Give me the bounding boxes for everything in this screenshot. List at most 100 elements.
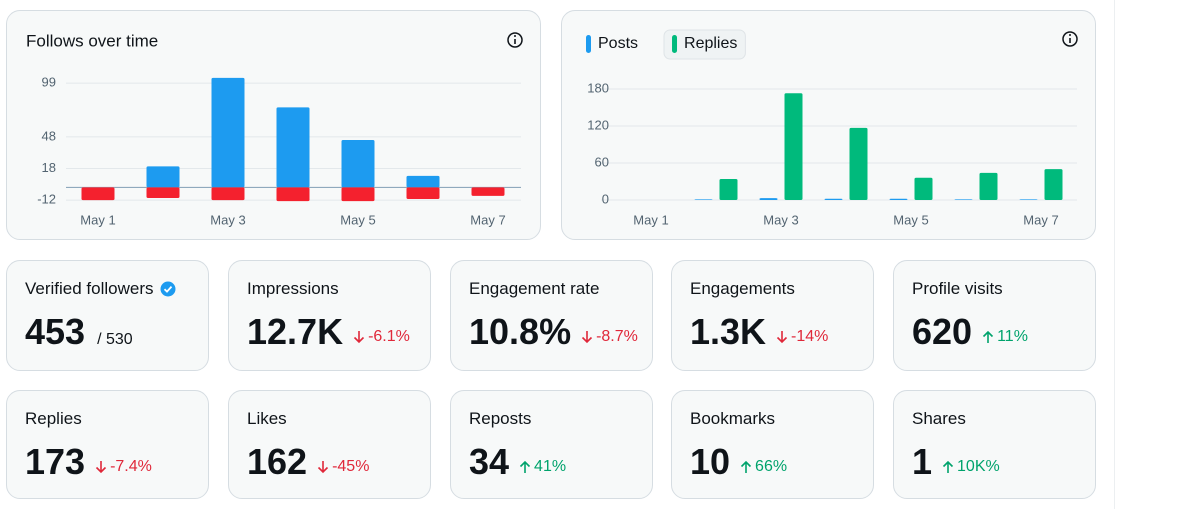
bar xyxy=(1044,169,1063,200)
stat-label-row: Impressions xyxy=(247,279,339,299)
trend-arrow xyxy=(354,331,365,344)
stat-change: 41% xyxy=(519,458,566,476)
arrow xyxy=(740,460,752,473)
legend-swatch xyxy=(672,35,678,53)
stat-change-text: -7.4% xyxy=(110,458,152,475)
stat-change: -7.4% xyxy=(95,458,152,476)
stat-row: 10.8% -8.7% xyxy=(469,311,638,353)
bar xyxy=(889,198,908,200)
stat-label: Reposts xyxy=(469,409,532,428)
stat-change: 11% xyxy=(982,328,1028,346)
legend-label: Replies xyxy=(684,35,737,52)
stat-card: Profile visits 620 11% xyxy=(893,260,1096,371)
stat-value: 620 xyxy=(912,311,973,352)
x-tick-label: May 1 xyxy=(633,212,668,227)
y-tick-label: 60 xyxy=(595,154,609,169)
stat-change-text: 11% xyxy=(997,328,1028,345)
bar xyxy=(914,177,933,200)
stat-value: 1 xyxy=(912,441,933,482)
stat-value: 1.3K xyxy=(690,311,767,352)
stat-change: -8.7% xyxy=(581,328,638,346)
arrow xyxy=(582,331,593,344)
stat-value: 10.8% xyxy=(469,311,572,352)
stat-label: Replies xyxy=(25,409,82,428)
y-tick-label: 18 xyxy=(42,160,56,175)
bar xyxy=(211,187,245,201)
stat-change-text: 66% xyxy=(755,458,788,475)
stat-change-text: -6.1% xyxy=(368,328,410,345)
stat-label-row: Likes xyxy=(247,409,287,429)
stat-value: 453 xyxy=(25,311,86,352)
stat-card: Replies 173 -7.4% xyxy=(6,390,209,499)
bar xyxy=(979,172,998,200)
bar xyxy=(406,175,440,188)
badge-check xyxy=(163,285,172,293)
legend-item[interactable]: Posts xyxy=(578,30,646,59)
stat-label-row: Shares xyxy=(912,409,966,429)
bar xyxy=(341,187,375,202)
badge-circle xyxy=(160,281,176,297)
stat-label: Verified followers xyxy=(25,279,154,298)
stat-change: 10K% xyxy=(942,458,1000,476)
stat-label-row: Bookmarks xyxy=(690,409,775,429)
bar xyxy=(341,140,375,188)
stat-row: 1.3K -14% xyxy=(690,311,828,353)
stat-label-row: Engagement rate xyxy=(469,279,599,299)
x-tick-label: May 3 xyxy=(763,212,798,227)
bar xyxy=(276,187,310,202)
stat-change-text: 10K% xyxy=(957,458,1000,475)
bar xyxy=(694,199,713,200)
stat-row: 12.7K -6.1% xyxy=(247,311,410,353)
bar xyxy=(849,127,868,200)
trend-arrow xyxy=(740,460,752,473)
legend-swatch xyxy=(586,35,591,53)
stat-change: -45% xyxy=(317,458,369,476)
stat-label-row: Reposts xyxy=(469,409,531,429)
stat-label: Likes xyxy=(247,409,287,428)
stat-label: Bookmarks xyxy=(690,409,776,428)
bar xyxy=(471,187,505,196)
bar xyxy=(81,187,115,201)
bar xyxy=(211,77,245,188)
stat-row: 453 / 530 xyxy=(25,311,133,353)
trend-arrow xyxy=(983,330,994,343)
stat-label-row: Replies xyxy=(25,409,82,429)
stat-label: Shares xyxy=(912,409,966,428)
arrow xyxy=(942,460,954,473)
info-icon[interactable] xyxy=(1062,31,1078,47)
y-tick-label: 0 xyxy=(602,191,609,206)
stat-change-text: -45% xyxy=(332,458,370,475)
trend-arrow xyxy=(519,460,531,473)
stat-label-row: Profile visits xyxy=(912,279,1003,299)
y-tick-label: 120 xyxy=(587,117,609,132)
legend-item[interactable]: Replies xyxy=(663,29,746,60)
stat-change: -6.1% xyxy=(353,328,410,346)
stat-change-text: 41% xyxy=(534,458,567,475)
stat-change-text: -8.7% xyxy=(596,328,638,345)
x-tick-label: May 1 xyxy=(80,212,115,227)
x-tick-label: May 3 xyxy=(210,212,245,227)
stat-card: Engagements 1.3K -14% xyxy=(671,260,874,371)
stat-change: 66% xyxy=(740,458,787,476)
stat-label: Impressions xyxy=(247,279,339,298)
stat-value: 34 xyxy=(469,441,510,482)
stat-row: 173 -7.4% xyxy=(25,441,152,483)
stat-card: Likes 162 -45% xyxy=(228,390,431,499)
bar xyxy=(146,166,180,188)
x-tick-label: May 7 xyxy=(1023,212,1058,227)
bar xyxy=(824,198,843,200)
stat-change-text: -14% xyxy=(791,328,829,345)
bar xyxy=(719,179,738,200)
x-tick-label: May 5 xyxy=(340,212,375,227)
stat-value: 173 xyxy=(25,441,86,482)
stat-card: Shares 1 10K% xyxy=(893,390,1096,499)
arrow xyxy=(354,331,365,344)
bar xyxy=(954,199,973,200)
stat-value: 10 xyxy=(690,441,731,482)
trend-arrow xyxy=(582,331,593,344)
info-icon[interactable] xyxy=(507,32,523,48)
y-tick-label: -12 xyxy=(37,192,56,207)
stat-card: Bookmarks 10 66% xyxy=(671,390,874,499)
bar xyxy=(276,107,310,188)
bar xyxy=(784,93,803,200)
